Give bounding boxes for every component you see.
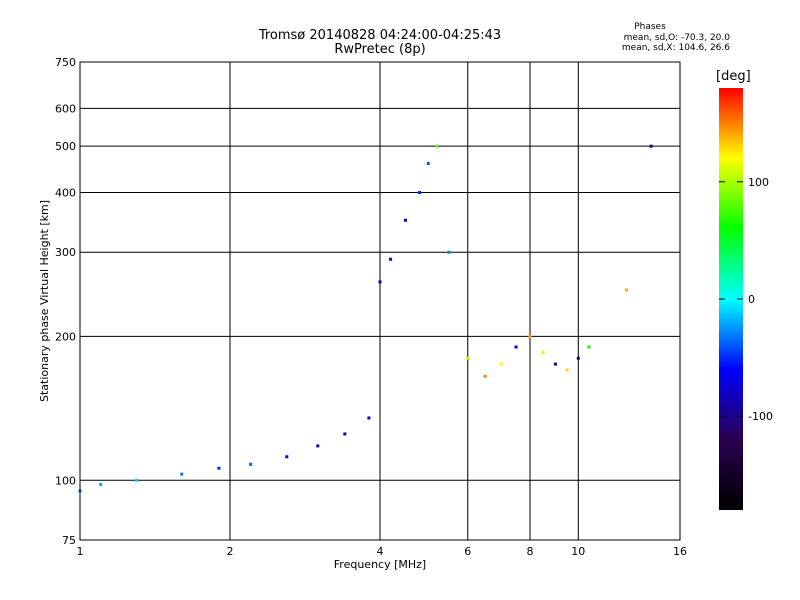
y-tick-label: 75 xyxy=(62,534,76,547)
echo-point xyxy=(435,144,439,148)
echo-point xyxy=(576,356,580,360)
echo-point xyxy=(417,190,421,194)
phase-stats-o: mean, sd,O: -70.3, 20.0 xyxy=(623,33,730,43)
x-tick-label: 4 xyxy=(377,545,384,558)
y-tick-label: 750 xyxy=(55,56,76,69)
y-tick-label: 600 xyxy=(55,102,76,115)
grid-lines xyxy=(80,62,680,540)
x-tick-label: 8 xyxy=(527,545,534,558)
y-axis-label: Stationary phase Virtual Height [km] xyxy=(38,200,51,402)
y-tick-label: 200 xyxy=(55,330,76,343)
x-tick-label: 16 xyxy=(673,545,687,558)
data-points xyxy=(78,144,653,493)
echo-point xyxy=(249,462,253,466)
x-tick-label: 6 xyxy=(464,545,471,558)
echo-point xyxy=(499,362,503,366)
colorbar-tick-label: 0 xyxy=(748,293,755,306)
y-tick-label: 100 xyxy=(55,474,76,487)
echo-point xyxy=(541,351,545,355)
y-tick-label: 500 xyxy=(55,140,76,153)
echo-point xyxy=(389,257,393,261)
echo-point xyxy=(217,466,221,470)
echo-point xyxy=(447,250,451,254)
echo-point xyxy=(466,356,470,360)
colorbar-ticks: 100 0 -100 xyxy=(719,176,773,423)
echo-point xyxy=(316,444,320,448)
echo-point xyxy=(180,472,184,476)
x-tick-label: 2 xyxy=(227,545,234,558)
colorbar-tick-label: -100 xyxy=(748,410,773,423)
echo-point xyxy=(565,368,569,372)
x-axis-label: Frequency [MHz] xyxy=(334,558,426,571)
x-tick-label: 1 xyxy=(77,545,84,558)
echo-point xyxy=(426,161,430,165)
echo-point xyxy=(285,455,289,459)
echo-point xyxy=(553,362,557,366)
echo-point xyxy=(625,288,629,292)
y-axis-ticks: 75 100 200 300 400 500 600 750 xyxy=(55,56,76,547)
echo-point xyxy=(343,432,347,436)
y-tick-label: 300 xyxy=(55,246,76,259)
y-tick-label: 400 xyxy=(55,186,76,199)
echo-point xyxy=(483,374,487,378)
x-axis-ticks: 1 2 4 6 8 10 16 xyxy=(77,545,688,558)
echo-point xyxy=(528,334,532,338)
echo-point xyxy=(649,144,653,148)
echo-point xyxy=(403,218,407,222)
echo-point xyxy=(135,478,139,482)
chart-subtitle: RwPretec (8p) xyxy=(334,42,426,57)
echo-point xyxy=(514,345,518,349)
echo-point xyxy=(587,345,591,349)
chart-title: Tromsø 20140828 04:24:00-04:25:43 xyxy=(258,28,502,43)
echo-point xyxy=(367,416,371,420)
phase-stats-x: mean, sd,X: 104.6, 26.6 xyxy=(621,43,730,53)
echo-point xyxy=(99,482,103,486)
echo-point xyxy=(378,280,382,284)
phase-stats-heading: Phases xyxy=(634,22,666,32)
plot-frame xyxy=(79,61,681,541)
colorbar-unit: deg xyxy=(716,69,751,84)
colorbar-tick-label: 100 xyxy=(748,176,769,189)
x-tick-label: 10 xyxy=(571,545,585,558)
